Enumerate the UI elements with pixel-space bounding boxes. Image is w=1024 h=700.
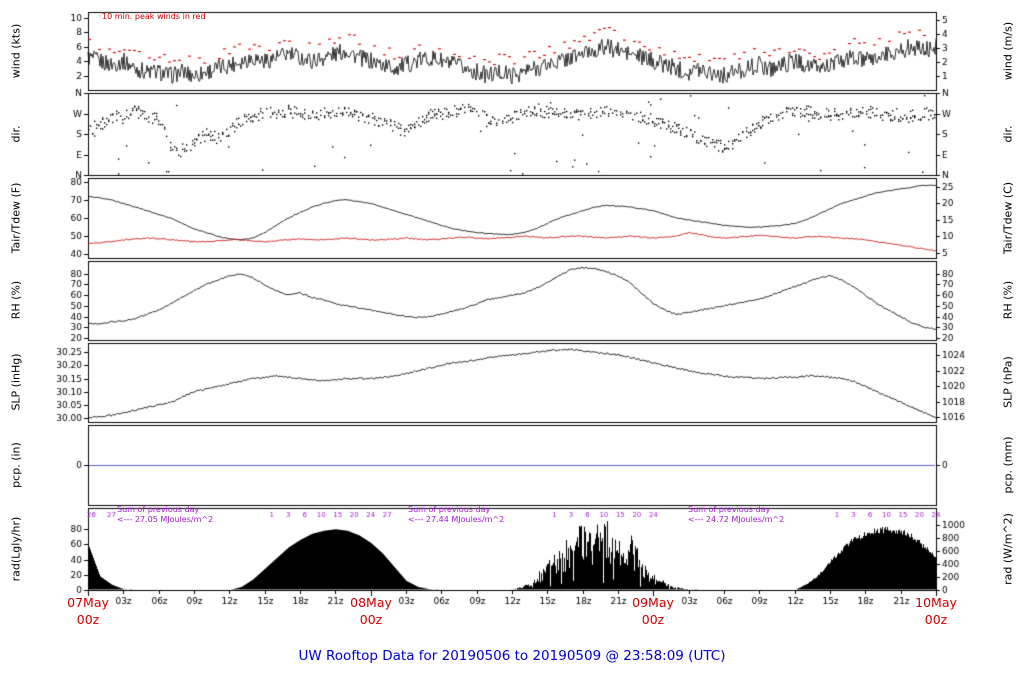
axis-label-dir-right: dir. (1001, 125, 1015, 143)
rad-sum-annotation-3: Sum of previous day <--- 24.72 MJoules/m… (688, 505, 784, 524)
chart-title: UW Rooftop Data for 20190506 to 20190509… (298, 648, 726, 664)
axis-label-temp-c: Tair/Tdew (C) (1001, 181, 1015, 255)
date-line1: 08May (350, 595, 392, 610)
axis-label-temp-f: Tair/Tdew (F) (9, 182, 23, 254)
rad-sum-1-value: <--- 27.05 MJoules/m^2 (117, 514, 214, 524)
date-line2: 00z (641, 612, 665, 627)
date-line1: 07May (67, 595, 109, 610)
date-line1: 09May (632, 595, 674, 610)
date-label-07may: 07May 00z (67, 594, 109, 628)
axis-label-rad-ly: rad(Lgly/hr) (9, 516, 23, 582)
rad-sum-3-value: <--- 24.72 MJoules/m^2 (688, 514, 785, 524)
axis-label-pcp-in: pcp. (in) (9, 442, 23, 488)
rad-sum-2-value: <--- 27.44 MJoules/m^2 (408, 514, 505, 524)
meteogram-canvas (0, 0, 1024, 645)
axis-label-rad-wm2: rad (W/m^2) (1001, 513, 1015, 585)
axis-label-wind-kts: wind (kts) (9, 23, 23, 79)
peak-winds-note: 10 min. peak winds in red (102, 12, 206, 21)
axis-label-slp-inhg: SLP (inHg) (9, 353, 23, 411)
rad-sum-annotation-2: Sum of previous day <--- 27.44 MJoules/m… (408, 505, 504, 524)
axis-label-pcp-mm: pcp. (mm) (1001, 436, 1015, 494)
axis-label-wind-ms: wind (m/s) (1001, 21, 1015, 81)
rad-sum-annotation-1: Sum of previous day <--- 27.05 MJoules/m… (117, 505, 213, 524)
date-label-09may: 09May 00z (632, 594, 674, 628)
rad-sum-1-title: Sum of previous day (117, 505, 200, 514)
date-label-10may: 10May 00z (915, 594, 957, 628)
axis-label-dir-left: dir. (9, 125, 23, 143)
date-line2: 00z (924, 612, 948, 627)
rad-sum-3-title: Sum of previous day (688, 505, 771, 514)
rad-sum-2-title: Sum of previous day (408, 505, 491, 514)
axis-label-rh-left: RH (%) (9, 280, 23, 320)
date-line1: 10May (915, 595, 957, 610)
date-line2: 00z (359, 612, 383, 627)
date-line2: 00z (76, 612, 100, 627)
date-label-08may: 08May 00z (350, 594, 392, 628)
axis-label-slp-hpa: SLP (hPa) (1001, 356, 1015, 408)
axis-label-rh-right: RH (%) (1001, 280, 1015, 320)
